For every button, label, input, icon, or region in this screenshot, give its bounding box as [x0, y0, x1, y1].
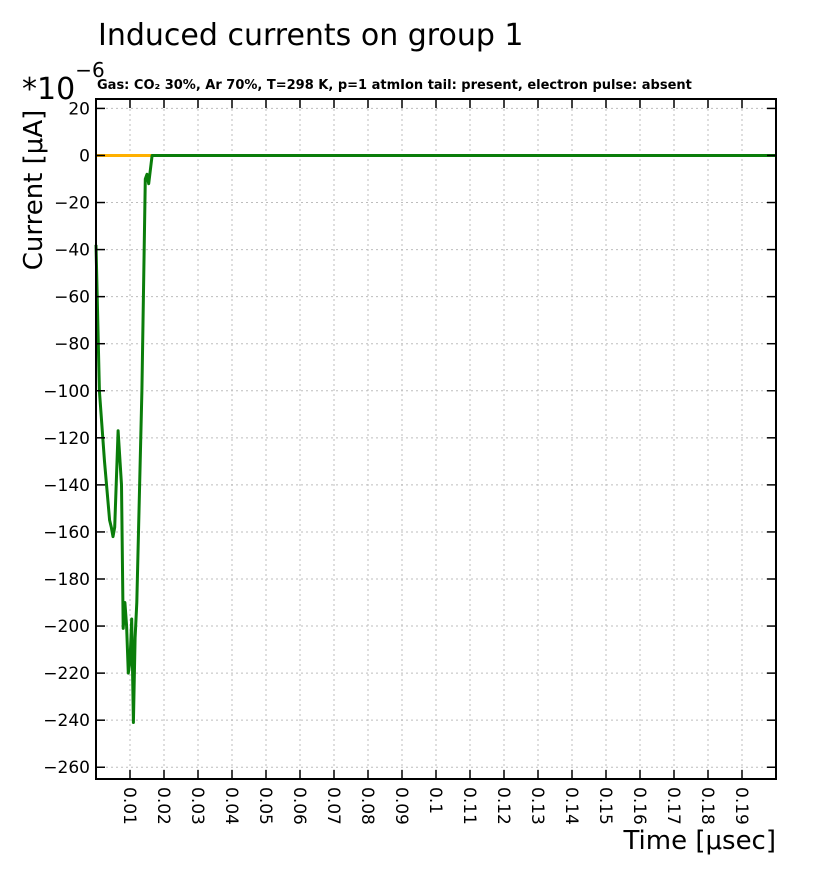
x-tick-label: 0.17	[663, 787, 683, 825]
x-tick-label: 0.04	[221, 787, 241, 825]
tick-marks	[96, 99, 776, 779]
y-tick-label: −180	[43, 570, 90, 590]
y-axis-exponent: *10−6	[22, 58, 105, 107]
y-tick-label: −220	[43, 664, 90, 684]
y-tick-label: −80	[54, 335, 90, 355]
y-tick-label: −240	[43, 711, 90, 731]
x-tick-label: 0.08	[357, 787, 377, 825]
x-tick-label: 0.01	[119, 787, 139, 825]
x-tick-label: 0.14	[561, 787, 581, 825]
chart-title: Induced currents on group 1	[98, 18, 524, 53]
y-tick-label: −20	[54, 194, 90, 214]
x-tick-label: 0.13	[527, 787, 547, 825]
y-tick-label: −120	[43, 429, 90, 449]
x-tick-label: 0.07	[323, 787, 343, 825]
x-tick-label: 0.12	[493, 787, 513, 825]
y-tick-label: −40	[54, 241, 90, 261]
x-tick-label: 0.15	[595, 787, 615, 825]
x-tick-label: 0.05	[255, 787, 275, 825]
y-tick-label: −140	[43, 476, 90, 496]
chart-subtitle: Gas: CO₂ 30%, Ar 70%, T=298 K, p=1 atmIo…	[97, 78, 692, 93]
y-tick-label: −60	[54, 288, 90, 308]
y-tick-label: −100	[43, 382, 90, 402]
x-tick-label: 0.06	[289, 787, 309, 825]
y-tick-label: −260	[43, 758, 90, 778]
series-line-2	[94, 154, 776, 724]
x-tick-label: 0.18	[697, 787, 717, 825]
x-tick-label: 0.16	[629, 787, 649, 825]
y-tick-label: −160	[43, 523, 90, 543]
y-tick-label: −200	[43, 617, 90, 637]
x-tick-label: 0.19	[731, 787, 751, 825]
series-group	[94, 154, 776, 724]
x-tick-label: 0.02	[153, 787, 173, 825]
exponent-base: *10	[22, 72, 76, 107]
x-axis-label: Time [μsec]	[623, 826, 776, 856]
y-tick-label: 0	[79, 146, 90, 166]
tick-labels: 0.01 0.02 0.03 0.04 0.05 0.06 0.07 0.08 0.09 0.1 0…	[43, 99, 751, 824]
y-tick-label: 20	[68, 99, 90, 119]
x-tick-label: 0.03	[187, 787, 207, 825]
exponent-power: −6	[75, 58, 105, 82]
x-tick-label: 0.09	[391, 787, 411, 825]
grid-lines	[96, 99, 776, 779]
x-tick-label: 0.11	[459, 787, 479, 825]
x-tick-label: 0.1	[425, 787, 445, 814]
